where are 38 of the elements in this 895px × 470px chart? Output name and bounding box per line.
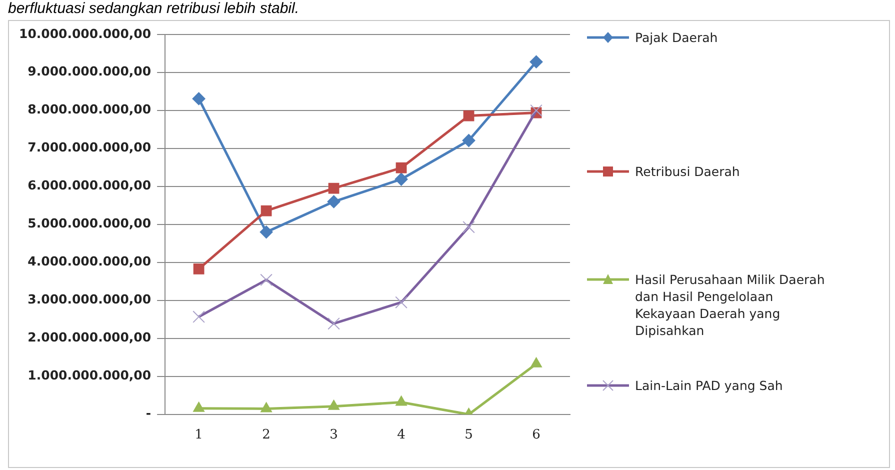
x-tick-label: 5 [464, 428, 473, 443]
y-tick-label: 5.000.000.000,00 [28, 216, 152, 231]
y-tick-label: 6.000.000.000,00 [28, 178, 152, 193]
point [328, 182, 340, 194]
point [260, 402, 272, 412]
point [260, 205, 272, 216]
point [327, 195, 340, 208]
x-tick-label: 6 [532, 428, 540, 443]
legend-label: Retribusi Daerah [635, 163, 741, 180]
point [394, 172, 408, 186]
x-tick-label: 4 [397, 428, 406, 443]
point [462, 134, 476, 147]
y-tick-label: 4.000.000.000,00 [28, 254, 152, 269]
y-tick-label: - [146, 406, 152, 421]
y-tick-label: 10.000.000.000,00 [19, 26, 152, 41]
y-tick-label: 9.000.000.000,00 [28, 64, 152, 79]
point [193, 402, 205, 412]
point [530, 55, 543, 68]
point [328, 400, 340, 410]
point [530, 357, 542, 368]
y-tick-label: 3.000.000.000,00 [28, 292, 152, 307]
point [260, 226, 273, 239]
y-tick-label: 2.000.000.000,00 [28, 330, 152, 345]
text: berfluktuasi sedangkan retribusi lebih stabil. [8, 0, 299, 17]
legend-label: Pajak Daerah [635, 29, 719, 46]
x-tick-label: 1 [194, 428, 203, 443]
y-tick-label: 1.000.000.000,00 [28, 368, 152, 383]
legend-label: Lain-Lain PAD yang Sah [635, 377, 784, 394]
point [463, 110, 474, 122]
y-tick-label: 7.000.000.000,00 [28, 140, 152, 155]
point [396, 162, 407, 174]
y-tick-label: 8.000.000.000,00 [28, 102, 152, 117]
legend-label: Hasil Perusahaan Milik Daerah dan Hasil Pengelolaan Kekayaan Daerah yang Dipisahkan [635, 271, 826, 339]
point [193, 263, 204, 274]
point [396, 396, 407, 406]
x-tick-label: 2 [262, 428, 270, 443]
point [192, 92, 206, 106]
x-tick-label: 3 [330, 428, 338, 443]
